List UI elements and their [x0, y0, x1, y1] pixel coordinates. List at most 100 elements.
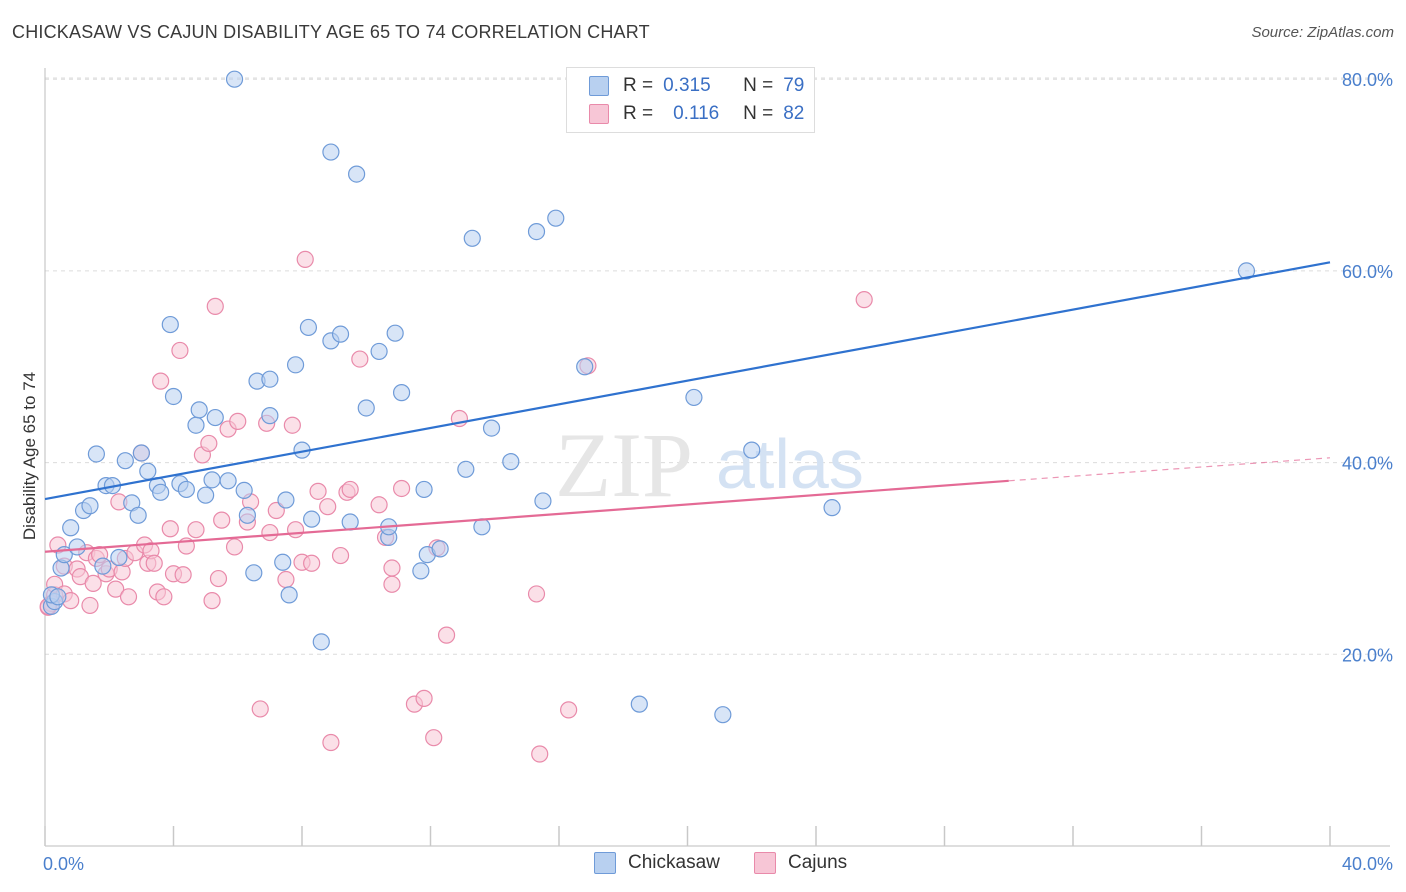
cajuns-point — [383, 575, 401, 593]
chickasaw-point — [743, 441, 761, 459]
chickasaw-point — [225, 70, 244, 88]
y-tick-label: 80.0% — [1342, 70, 1393, 90]
cajuns-point — [531, 745, 549, 763]
chickasaw-point — [502, 453, 520, 471]
chickasaw-point — [206, 408, 224, 427]
cajuns-point — [155, 588, 173, 606]
y-tick-label: 60.0% — [1342, 262, 1393, 282]
cajuns-point — [200, 434, 218, 453]
cajuns-point — [171, 341, 189, 360]
cajuns-point — [415, 689, 433, 707]
chickasaw-point — [197, 486, 215, 504]
chickasaw-point — [341, 513, 359, 531]
chickasaw-point — [547, 209, 565, 227]
chickasaw-point — [219, 472, 237, 490]
chart-title: CHICKASAW VS CAJUN DISABILITY AGE 65 TO … — [12, 22, 650, 42]
y-tick-label: 20.0% — [1342, 645, 1393, 665]
chickasaw-point — [392, 384, 411, 402]
chickasaw-point — [331, 325, 350, 343]
cajuns-point — [303, 554, 321, 572]
chickasaw-point — [277, 491, 295, 509]
series-chickasaw — [42, 70, 1256, 724]
chickasaw-point — [139, 462, 157, 480]
legend-n-value: 82 — [783, 103, 805, 124]
cajuns-point — [277, 570, 295, 589]
chickasaw-point — [81, 497, 99, 515]
cajuns-point — [527, 585, 546, 603]
chickasaw-point — [823, 499, 841, 517]
cajuns-point — [560, 701, 578, 719]
tick-layer: 20.0% 40.0% 60.0% 80.0% 0.0% 40.0% — [43, 70, 1393, 874]
cajuns-point — [286, 521, 305, 539]
cajuns-point — [107, 580, 125, 598]
cajuns-point — [261, 523, 279, 542]
chickasaw-point — [431, 540, 449, 558]
cajuns-point — [229, 412, 247, 430]
x-tick-label: 40.0% — [1342, 854, 1393, 874]
axes-layer — [44, 68, 1390, 847]
watermark-zip: ZIP — [555, 414, 693, 516]
chickasaw-point — [482, 419, 501, 437]
cajuns-point — [84, 574, 102, 592]
grid-layer — [45, 77, 1390, 655]
cajuns-point — [309, 482, 327, 500]
cajuns-point — [81, 596, 99, 615]
legend-swatch-cajuns — [589, 104, 609, 124]
cajuns-point — [437, 626, 456, 644]
chickasaw-point — [274, 553, 292, 571]
cajuns-trend-line — [44, 479, 1009, 553]
chickasaw-point — [245, 564, 263, 582]
chickasaw-point — [187, 416, 205, 434]
chickasaw-point — [299, 318, 318, 337]
cajuns-point — [161, 520, 179, 538]
chickasaw-point — [261, 370, 279, 388]
cajuns-point — [392, 479, 411, 498]
chickasaw-point — [714, 706, 732, 724]
chickasaw-point — [576, 358, 594, 376]
chickasaw-point — [87, 445, 106, 463]
bottom-legend-chickasaw: Chickasaw — [594, 852, 720, 874]
cajuns-point — [351, 350, 369, 368]
cajuns-point — [145, 554, 163, 572]
chickasaw-point — [129, 506, 147, 524]
cajuns-point — [331, 546, 350, 565]
chart-source: Source: ZipAtlas.com — [1251, 24, 1394, 41]
cajuns-point — [267, 501, 285, 520]
chickasaw-point — [152, 483, 170, 501]
chickasaw-point — [68, 538, 86, 556]
y-tick-label: 40.0% — [1342, 454, 1393, 474]
cajuns-point — [187, 521, 205, 539]
chickasaw-point — [132, 444, 150, 462]
chickasaw-point — [386, 324, 404, 342]
legend-swatch-chickasaw — [589, 76, 609, 96]
chickasaw-point — [370, 342, 388, 361]
bottom-legend-swatch-cajuns — [754, 852, 776, 874]
chickasaw-point — [357, 399, 375, 417]
cajuns-point — [370, 496, 388, 514]
chickasaw-point — [303, 510, 321, 528]
chickasaw-point — [630, 695, 648, 713]
chickasaw-point — [238, 506, 256, 524]
bottom-legend-label-cajuns: Cajuns — [788, 852, 848, 873]
cajuns-point — [209, 569, 228, 588]
bottom-legend-label-chickasaw: Chickasaw — [628, 852, 720, 873]
chickasaw-point — [190, 401, 208, 419]
chickasaw-point — [286, 356, 305, 374]
legend-r-label: R = — [623, 75, 654, 96]
cajuns-point — [322, 733, 340, 752]
cajuns-point — [319, 498, 337, 516]
x-tick-label: 0.0% — [43, 854, 84, 874]
chickasaw-trend-line — [44, 261, 1331, 501]
cajuns-point — [203, 592, 221, 610]
chickasaw-point — [312, 633, 330, 651]
chickasaw-point — [280, 586, 298, 604]
chickasaw-point — [473, 518, 491, 536]
chickasaw-point — [49, 588, 67, 606]
bottom-legend-swatch-chickasaw — [594, 852, 616, 874]
chickasaw-point — [116, 452, 134, 470]
chickasaw-point — [161, 315, 179, 334]
legend-row-cajuns: R = 0.116 N = 82 — [589, 102, 804, 126]
chickasaw-point — [1237, 262, 1256, 280]
watermark-atlas: atlas — [716, 425, 864, 503]
